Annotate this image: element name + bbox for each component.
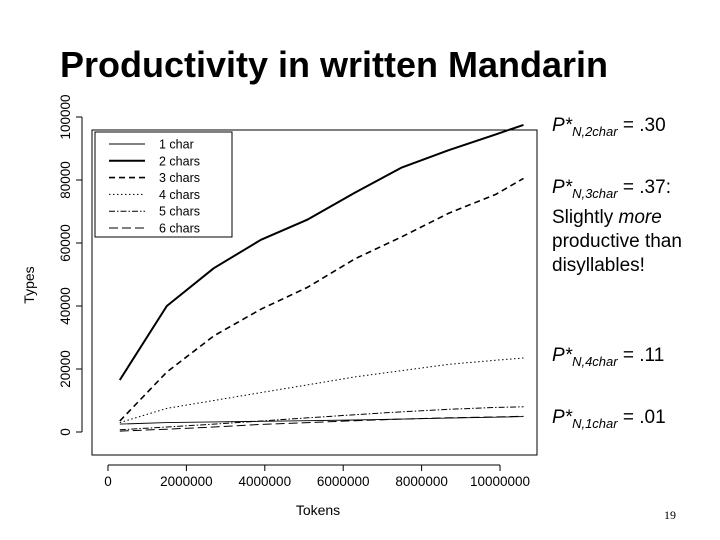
note-3char-line2: productive than (552, 231, 682, 252)
y-tick-label: 100000 (58, 95, 73, 140)
series-line-4 (119, 357, 524, 424)
note-2char: P*N,2char = .30 (552, 114, 666, 144)
note-2char-value: = .30 (617, 115, 666, 136)
x-tick-label: 4000000 (239, 474, 292, 489)
y-tick-label: 80000 (58, 161, 73, 199)
note-3char-line1: Slightly (552, 207, 619, 228)
slide-title: Productivity in written Mandarin (60, 44, 609, 85)
x-tick-label: 0 (104, 474, 112, 489)
note-4char: P*N,4char = .11 (552, 344, 664, 374)
note-1char-sub: N,1char (572, 416, 618, 431)
note-3char: P*N,3char = .37: Slightly more productiv… (552, 176, 682, 278)
series-line-6 (119, 415, 524, 432)
note-3char-value: = .37 (617, 177, 666, 198)
note-2char-sub: N,2char (572, 124, 618, 139)
note-1char-value: = .01 (617, 407, 666, 428)
plot-frame (91, 129, 538, 456)
legend-box (94, 131, 233, 238)
types-tokens-chart: 0 2000000 4000000 6000000 8000000 10000000 Tok… (21, 95, 538, 518)
y-tick-label: 0 (58, 428, 73, 436)
y-tick-label: 20000 (58, 350, 73, 388)
note-4char-sub: N,4char (572, 354, 618, 369)
x-tick-label: 6000000 (317, 474, 370, 489)
note-3char-colon: : (665, 177, 671, 198)
x-tick-label: 10000000 (470, 474, 530, 489)
note-1char: P*N,1char = .01 (552, 406, 666, 436)
note-4char-value: = .11 (617, 345, 665, 366)
x-axis-label: Tokens (296, 502, 340, 518)
legend-entry: 4 chars (159, 188, 200, 202)
series-line-2 (118, 123, 524, 381)
note-4char-p: P* (552, 345, 573, 366)
legend-entry: 1 char (159, 138, 194, 152)
series-line-5 (119, 406, 524, 431)
legend-entry: 3 chars (159, 171, 200, 185)
page-number: 19 (664, 508, 676, 522)
x-tick-label: 2000000 (160, 474, 213, 489)
legend-entry: 5 chars (159, 205, 200, 219)
y-tick-label: 60000 (58, 224, 73, 262)
note-1char-p: P* (552, 407, 573, 428)
note-3char-line3: disyllables! (552, 255, 645, 276)
note-3char-emph: more (618, 207, 662, 228)
legend-entry: 2 chars (159, 154, 200, 168)
note-2char-p: P* (552, 115, 573, 136)
legend-entry: 6 chars (159, 222, 200, 236)
note-3char-sub: N,3char (572, 186, 618, 201)
series-line-3 (119, 177, 524, 422)
x-tick-label: 8000000 (395, 474, 448, 489)
y-axis-label: Types (21, 266, 37, 303)
y-tick-label: 40000 (58, 287, 73, 325)
note-3char-p: P* (552, 177, 573, 198)
